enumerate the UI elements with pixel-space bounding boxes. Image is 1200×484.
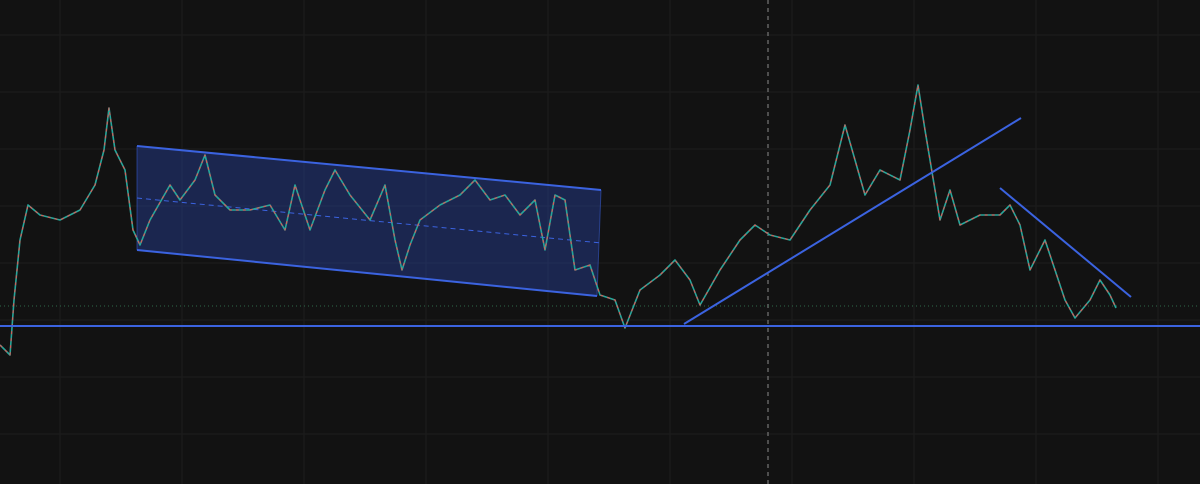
channel-edge	[596, 189, 602, 297]
trend-line[interactable]	[683, 117, 1022, 325]
price-path	[0, 84, 1117, 356]
trend-line[interactable]	[999, 187, 1132, 298]
channel-top[interactable]	[136, 145, 602, 191]
channel-bottom[interactable]	[136, 249, 598, 297]
channel-fill[interactable]	[137, 146, 601, 296]
channel-midline[interactable]	[136, 197, 602, 244]
